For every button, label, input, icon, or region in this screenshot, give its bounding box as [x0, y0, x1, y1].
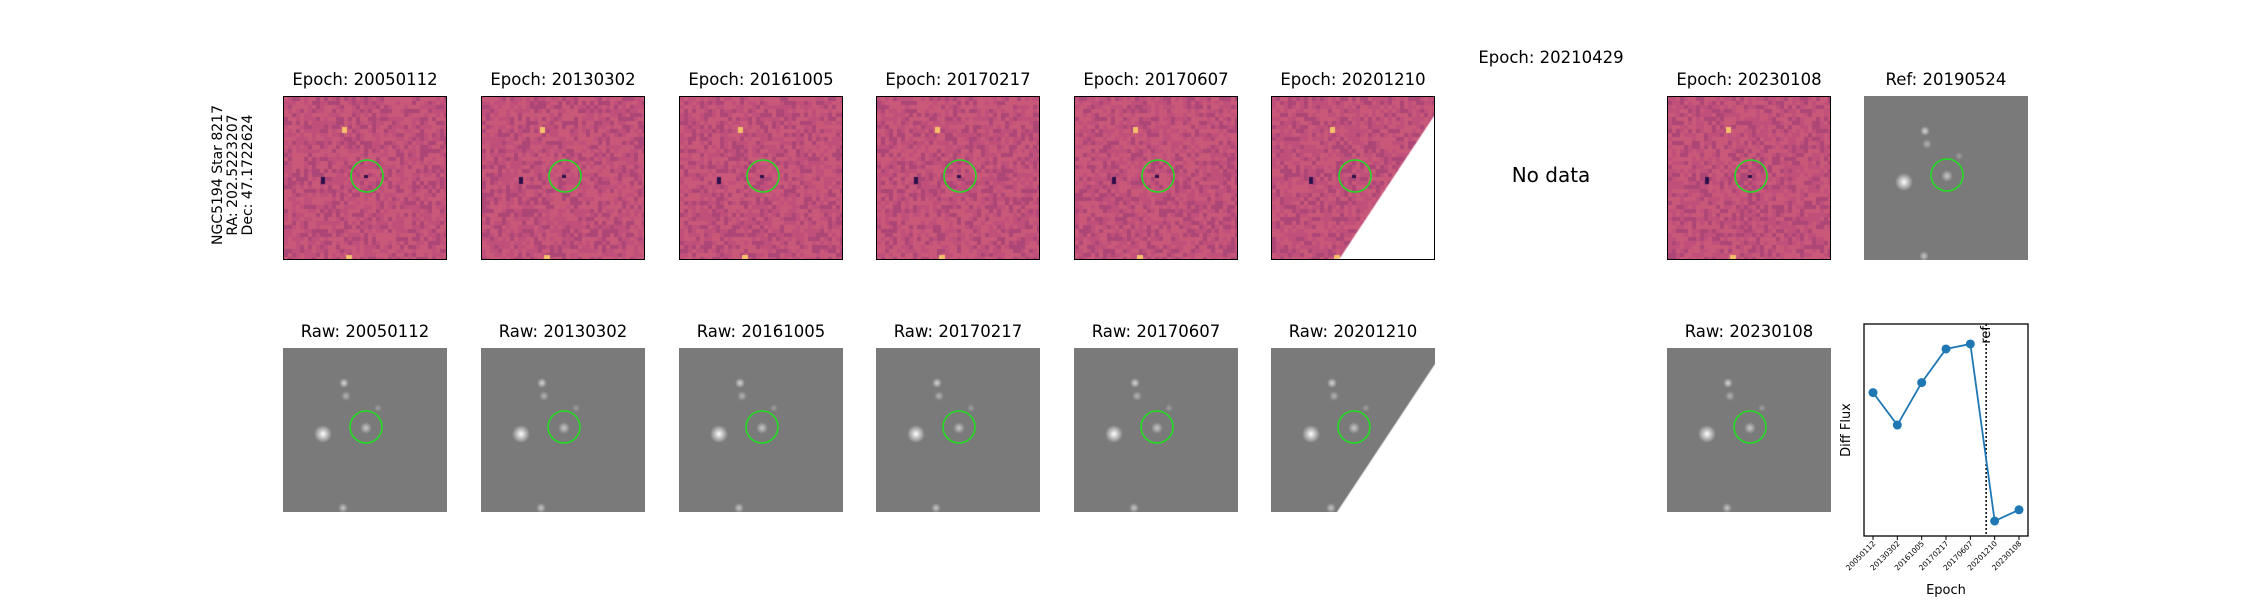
target-circle [746, 159, 780, 193]
ref-image-panel [1864, 96, 2028, 260]
diff-title-1: Epoch: 20050112 [292, 70, 438, 89]
data-point [1892, 420, 1902, 430]
raw-image-panel [283, 348, 447, 512]
target-circle [1338, 159, 1372, 193]
raw-title-4: Raw: 20170217 [893, 322, 1023, 341]
data-point [1990, 516, 2000, 526]
data-point [1965, 339, 1975, 349]
target-circle [943, 159, 977, 193]
target-circle [349, 410, 383, 444]
diff-title-6: Epoch: 20201210 [1280, 70, 1426, 89]
data-point [1941, 344, 1951, 354]
y-axis-label: Diff Flux [1839, 403, 1854, 457]
raw-title-2: Raw: 20130302 [498, 322, 628, 341]
raw-image-panel [876, 348, 1040, 512]
data-point [1917, 378, 1927, 388]
target-circle [942, 410, 976, 444]
target-circle [547, 410, 581, 444]
raw-image-panel [481, 348, 645, 512]
ref-line-label: ref [1979, 326, 1994, 344]
diff-title-3: Epoch: 20161005 [688, 70, 834, 89]
series-line [1872, 342, 2020, 523]
diff-image-panel [876, 96, 1040, 260]
x-axis-label: Epoch [1926, 583, 1966, 598]
no-data-text: No data [1511, 163, 1591, 187]
diff-title-2: Epoch: 20130302 [490, 70, 636, 89]
diff-title-5: Epoch: 20170607 [1083, 70, 1229, 89]
target-circle [745, 410, 779, 444]
raw-image-panel [1074, 348, 1238, 512]
target-circle [1734, 159, 1768, 193]
diff-image-panel [481, 96, 645, 260]
raw-image-panel [1667, 348, 1831, 512]
target-label: NGC5194 Star 8217 RA: 202.5223207 Dec: 4… [210, 100, 261, 250]
ref-title: Ref: 20190524 [1885, 70, 2007, 89]
diff-image-panel [679, 96, 843, 260]
target-circle [1141, 159, 1175, 193]
raw-image-panel [679, 348, 843, 512]
raw-title-7: Raw: 20230108 [1684, 322, 1814, 341]
raw-image-panel-partial [1271, 348, 1435, 512]
diff-image-panel [1667, 96, 1831, 260]
light-curve-plot: ref 200501122013030220161005201702172017… [1839, 323, 2029, 598]
diff-image-panel [1074, 96, 1238, 260]
diff-title-8: Epoch: 20230108 [1676, 70, 1822, 89]
target-circle [1140, 410, 1174, 444]
raw-title-3: Raw: 20161005 [696, 322, 826, 341]
target-circle [548, 159, 582, 193]
data-point [2014, 505, 2024, 515]
target-ra: RA: 202.5223207 [225, 114, 241, 236]
diff-title-7: Epoch: 20210429 [1478, 48, 1624, 67]
data-point [1868, 388, 1878, 398]
plot-frame [1863, 323, 2029, 537]
raw-title-6: Raw: 20201210 [1288, 322, 1418, 341]
diff-image-panel-partial [1271, 96, 1435, 260]
raw-title-1: Raw: 20050112 [300, 322, 430, 341]
target-circle [1930, 158, 1964, 192]
target-dec: Dec: 47.1722624 [240, 114, 256, 236]
diff-title-4: Epoch: 20170217 [885, 70, 1031, 89]
diff-image-panel [283, 96, 447, 260]
raw-title-5: Raw: 20170607 [1091, 322, 1221, 341]
target-circle [1733, 410, 1767, 444]
target-circle [350, 159, 384, 193]
target-circle [1337, 410, 1371, 444]
target-name: NGC5194 Star 8217 [210, 105, 226, 245]
